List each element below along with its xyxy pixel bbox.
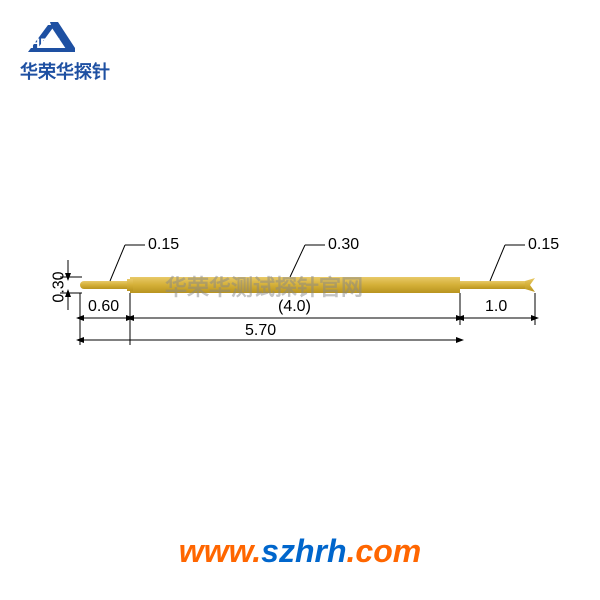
url-suffix: .com	[347, 533, 422, 569]
company-name: 华荣华探针	[20, 58, 110, 84]
total-length-label: 5.70	[245, 322, 276, 340]
end-length-label: 1.0	[485, 298, 507, 316]
url-prefix: www.	[179, 533, 261, 569]
barrel-diameter-label: 0.30	[51, 271, 69, 302]
tip-length-label: 0.60	[88, 298, 119, 316]
website-url: www.szhrh.com	[0, 533, 600, 570]
url-domain: szhrh	[261, 533, 346, 569]
watermark-text: 华荣华测试探针官网	[165, 270, 363, 302]
logo-icon: HRH	[20, 20, 80, 55]
svg-text:HRH: HRH	[30, 35, 60, 51]
tip-diameter-label: 0.15	[148, 236, 179, 254]
company-logo: HRH 华荣华探针	[20, 20, 110, 84]
end-diameter-label: 0.15	[528, 236, 559, 254]
body-diameter-label: 0.30	[328, 236, 359, 254]
engineering-diagram: 0.15 0.30 0.15 0.30 0.60 (4.0) 1.0 5.70 …	[0, 200, 600, 400]
